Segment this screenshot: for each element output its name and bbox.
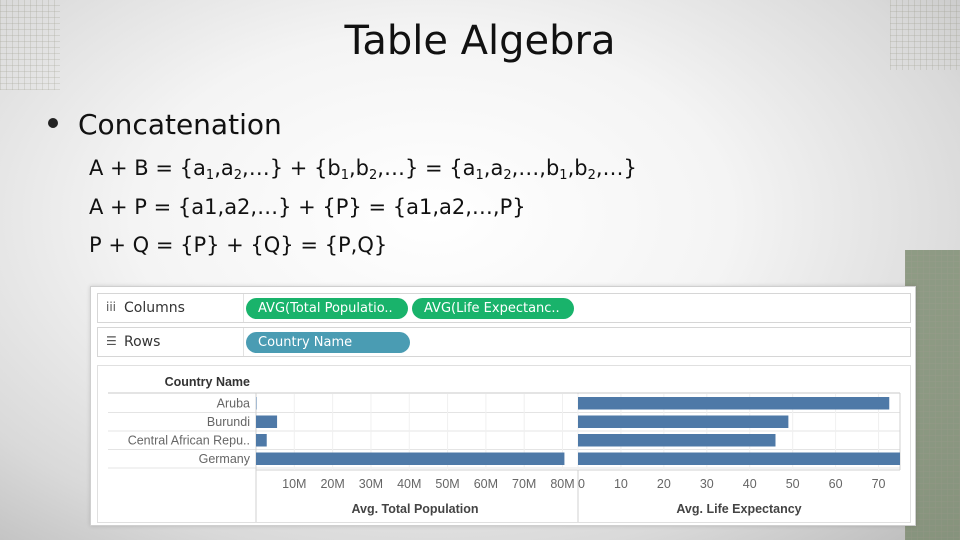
axis-title: Avg. Total Population xyxy=(351,502,478,516)
tick-label: 70 xyxy=(872,477,886,491)
tick-label: 60 xyxy=(829,477,843,491)
category-label: Germany xyxy=(199,452,251,466)
bar xyxy=(256,397,257,410)
formula-concat-ap: A + P = {a1,a2,…} + {P} = {a1,a2,…,P} xyxy=(89,195,526,219)
bullet-dot-icon xyxy=(48,118,58,128)
bar xyxy=(578,415,789,428)
bar xyxy=(578,397,890,410)
chart-view: Country Name Aruba Burundi Central African … xyxy=(97,365,911,523)
tick-label: 50M xyxy=(435,477,459,491)
tableau-worksheet: iii Columns AVG(Total Populatio.. AVG(Li… xyxy=(90,286,916,526)
tick-label: 20 xyxy=(657,477,671,491)
tick-label: 30M xyxy=(359,477,383,491)
category-label: Central African Repu.. xyxy=(128,434,250,448)
bullet-text: Concatenation xyxy=(78,108,282,141)
pill-country-name[interactable]: Country Name xyxy=(246,332,410,353)
tick-label: 80M xyxy=(550,477,574,491)
rows-shelf-label: ☰ Rows xyxy=(98,328,244,356)
bar xyxy=(256,434,267,447)
bar xyxy=(578,434,776,447)
tick-label: 30 xyxy=(700,477,714,491)
slide-title: Table Algebra xyxy=(344,18,616,64)
decor-pixels-top-left xyxy=(0,0,60,90)
formula-concat-pq: P + Q = {P} + {Q} = {P,Q} xyxy=(89,233,388,257)
bar xyxy=(578,452,900,465)
columns-shelf[interactable]: iii Columns AVG(Total Populatio.. AVG(Li… xyxy=(97,293,911,323)
tick-label: 50 xyxy=(786,477,800,491)
category-label: Aruba xyxy=(217,397,250,411)
rows-shelf[interactable]: ☰ Rows Country Name xyxy=(97,327,911,357)
tick-label: 60M xyxy=(474,477,498,491)
columns-icon: iii xyxy=(106,300,117,314)
rows-icon: ☰ xyxy=(106,334,117,348)
axis-title: Avg. Life Expectancy xyxy=(676,502,801,516)
columns-shelf-label: iii Columns xyxy=(98,294,244,322)
tick-label: 20M xyxy=(320,477,344,491)
row-header-country-name: Country Name xyxy=(165,375,250,389)
tick-label: 70M xyxy=(512,477,536,491)
bar xyxy=(256,452,565,465)
category-label: Burundi xyxy=(207,415,250,429)
tick-label: 40 xyxy=(743,477,757,491)
pill-avg-life-expectancy[interactable]: AVG(Life Expectanc.. xyxy=(412,298,574,319)
bar xyxy=(256,415,278,428)
tick-label: 10 xyxy=(614,477,628,491)
formula-concat-ab: A + B = {a1,a2,…} + {b1,b2,…} = {a1,a2,…… xyxy=(89,156,637,183)
pill-avg-total-population[interactable]: AVG(Total Populatio.. xyxy=(246,298,408,319)
tick-label: 0 xyxy=(578,477,585,491)
tick-label: 10M xyxy=(282,477,306,491)
decor-pixels-top-right xyxy=(890,0,960,70)
tick-label: 40M xyxy=(397,477,421,491)
bullet-item: Concatenation xyxy=(48,108,282,141)
bar-chart: Country Name Aruba Burundi Central African … xyxy=(108,375,901,522)
